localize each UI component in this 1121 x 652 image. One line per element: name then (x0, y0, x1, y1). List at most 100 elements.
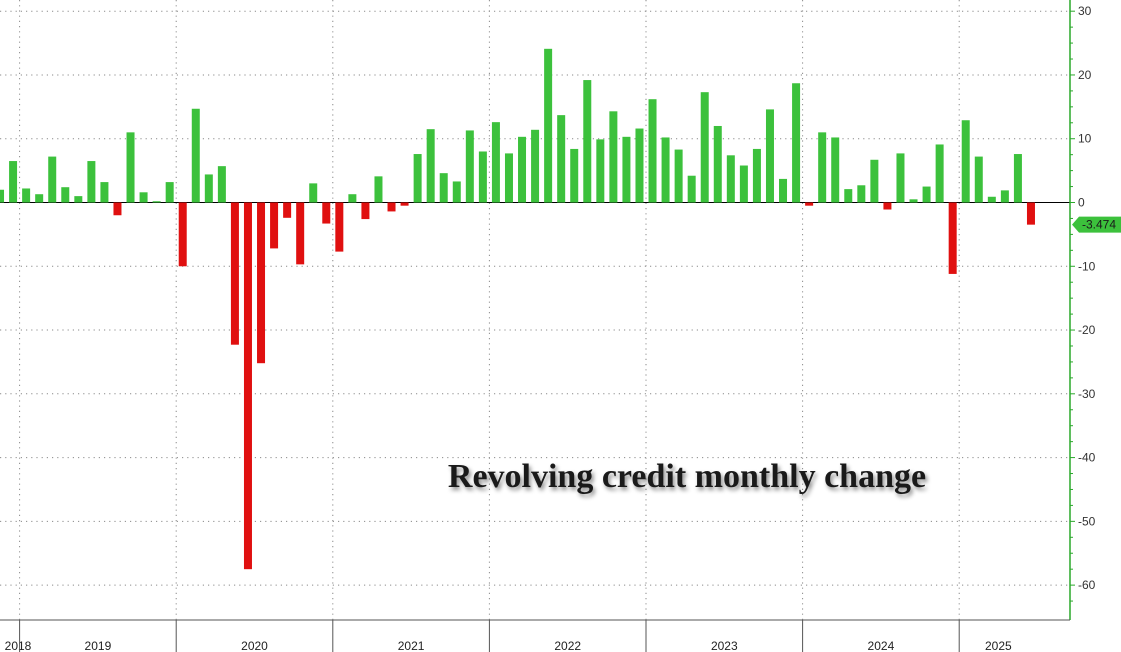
x-axis: 2018 2019 2020 2021 2022 2023 2024 2025 (0, 619, 1070, 652)
bar (204, 174, 213, 203)
bar (217, 166, 226, 203)
bar (126, 132, 135, 203)
bar (309, 183, 318, 203)
chart-title: Revolving credit monthly change (448, 458, 926, 495)
bar (987, 196, 996, 203)
y-tick-label: -10 (1078, 259, 1096, 273)
last-value-marker (1072, 216, 1121, 233)
bar (948, 202, 957, 274)
bar (765, 109, 774, 203)
y-tick-label: 0 (1078, 196, 1085, 210)
bar (452, 181, 461, 203)
bar (870, 159, 879, 203)
bar (648, 99, 657, 203)
bar (570, 148, 579, 203)
x-year-label: 2019 (85, 639, 112, 652)
chart-grid (0, 0, 1070, 620)
bar (0, 189, 5, 203)
bar (348, 194, 357, 203)
bar (700, 92, 709, 203)
x-year-label: 2025 (985, 639, 1012, 652)
bar (504, 153, 513, 203)
bar (270, 202, 279, 249)
bar (191, 108, 200, 203)
bar (687, 175, 696, 203)
bar (257, 202, 266, 364)
x-year-label: 2018 (5, 639, 32, 652)
bar (792, 83, 801, 203)
bar (61, 187, 70, 203)
bar (361, 202, 370, 220)
bar (322, 202, 331, 224)
bar (426, 129, 435, 203)
bar (518, 136, 527, 203)
bar (87, 161, 96, 203)
bar (1026, 202, 1035, 225)
bar (779, 178, 788, 203)
bar (283, 202, 292, 218)
bar (935, 144, 944, 203)
y-tick-label: -30 (1078, 387, 1096, 401)
x-year-label: 2024 (868, 639, 895, 652)
bar (22, 188, 31, 203)
bar (439, 173, 448, 203)
bar (139, 192, 148, 203)
x-year-label: 2023 (711, 639, 738, 652)
bar (739, 165, 748, 203)
bar (491, 122, 500, 203)
bar (400, 202, 409, 206)
bar (596, 139, 605, 203)
bar (465, 130, 474, 203)
bar (113, 202, 122, 216)
y-tick-label: 20 (1078, 68, 1092, 82)
bar (622, 136, 631, 203)
bar (387, 202, 396, 212)
bar (857, 185, 866, 203)
bar (335, 202, 344, 252)
bar (35, 194, 44, 203)
y-tick-label: -50 (1078, 514, 1096, 528)
x-year-label: 2021 (398, 639, 425, 652)
y-tick-label: -60 (1078, 578, 1096, 592)
bar (478, 151, 487, 203)
bar (805, 202, 814, 206)
y-tick-label: 10 (1078, 132, 1092, 146)
bar (752, 148, 761, 203)
bar (896, 153, 905, 203)
bar (152, 201, 161, 203)
bar (909, 199, 918, 203)
bar (922, 186, 931, 203)
bar (726, 155, 735, 203)
bar (883, 202, 892, 210)
last-value-callout: -3.474 (1072, 216, 1121, 233)
bar (557, 115, 566, 203)
bar (1013, 154, 1022, 203)
bar (296, 202, 305, 265)
last-value-label: -3.474 (1082, 218, 1116, 232)
bar (544, 48, 553, 203)
bar (635, 128, 644, 203)
bar (9, 161, 18, 203)
bar (531, 129, 540, 203)
bar (165, 182, 174, 203)
y-tick-label: -40 (1078, 451, 1096, 465)
bar (1000, 190, 1009, 203)
bar (583, 80, 592, 203)
chart-bars (0, 48, 1035, 570)
bar (713, 125, 722, 203)
bar (661, 137, 670, 203)
bar (844, 189, 853, 203)
bar (100, 182, 109, 203)
bar (74, 196, 83, 203)
bar (178, 202, 187, 267)
bar (674, 149, 683, 203)
y-tick-label: -20 (1078, 323, 1096, 337)
bar (961, 120, 970, 203)
y-tick-label: 30 (1078, 4, 1092, 18)
bar (974, 156, 983, 203)
x-year-label: 2022 (554, 639, 581, 652)
bar (831, 137, 840, 203)
y-axis: 30 20 10 0 -10 -20 -30 -40 -50 -60 (1069, 0, 1096, 620)
bar (413, 154, 422, 203)
